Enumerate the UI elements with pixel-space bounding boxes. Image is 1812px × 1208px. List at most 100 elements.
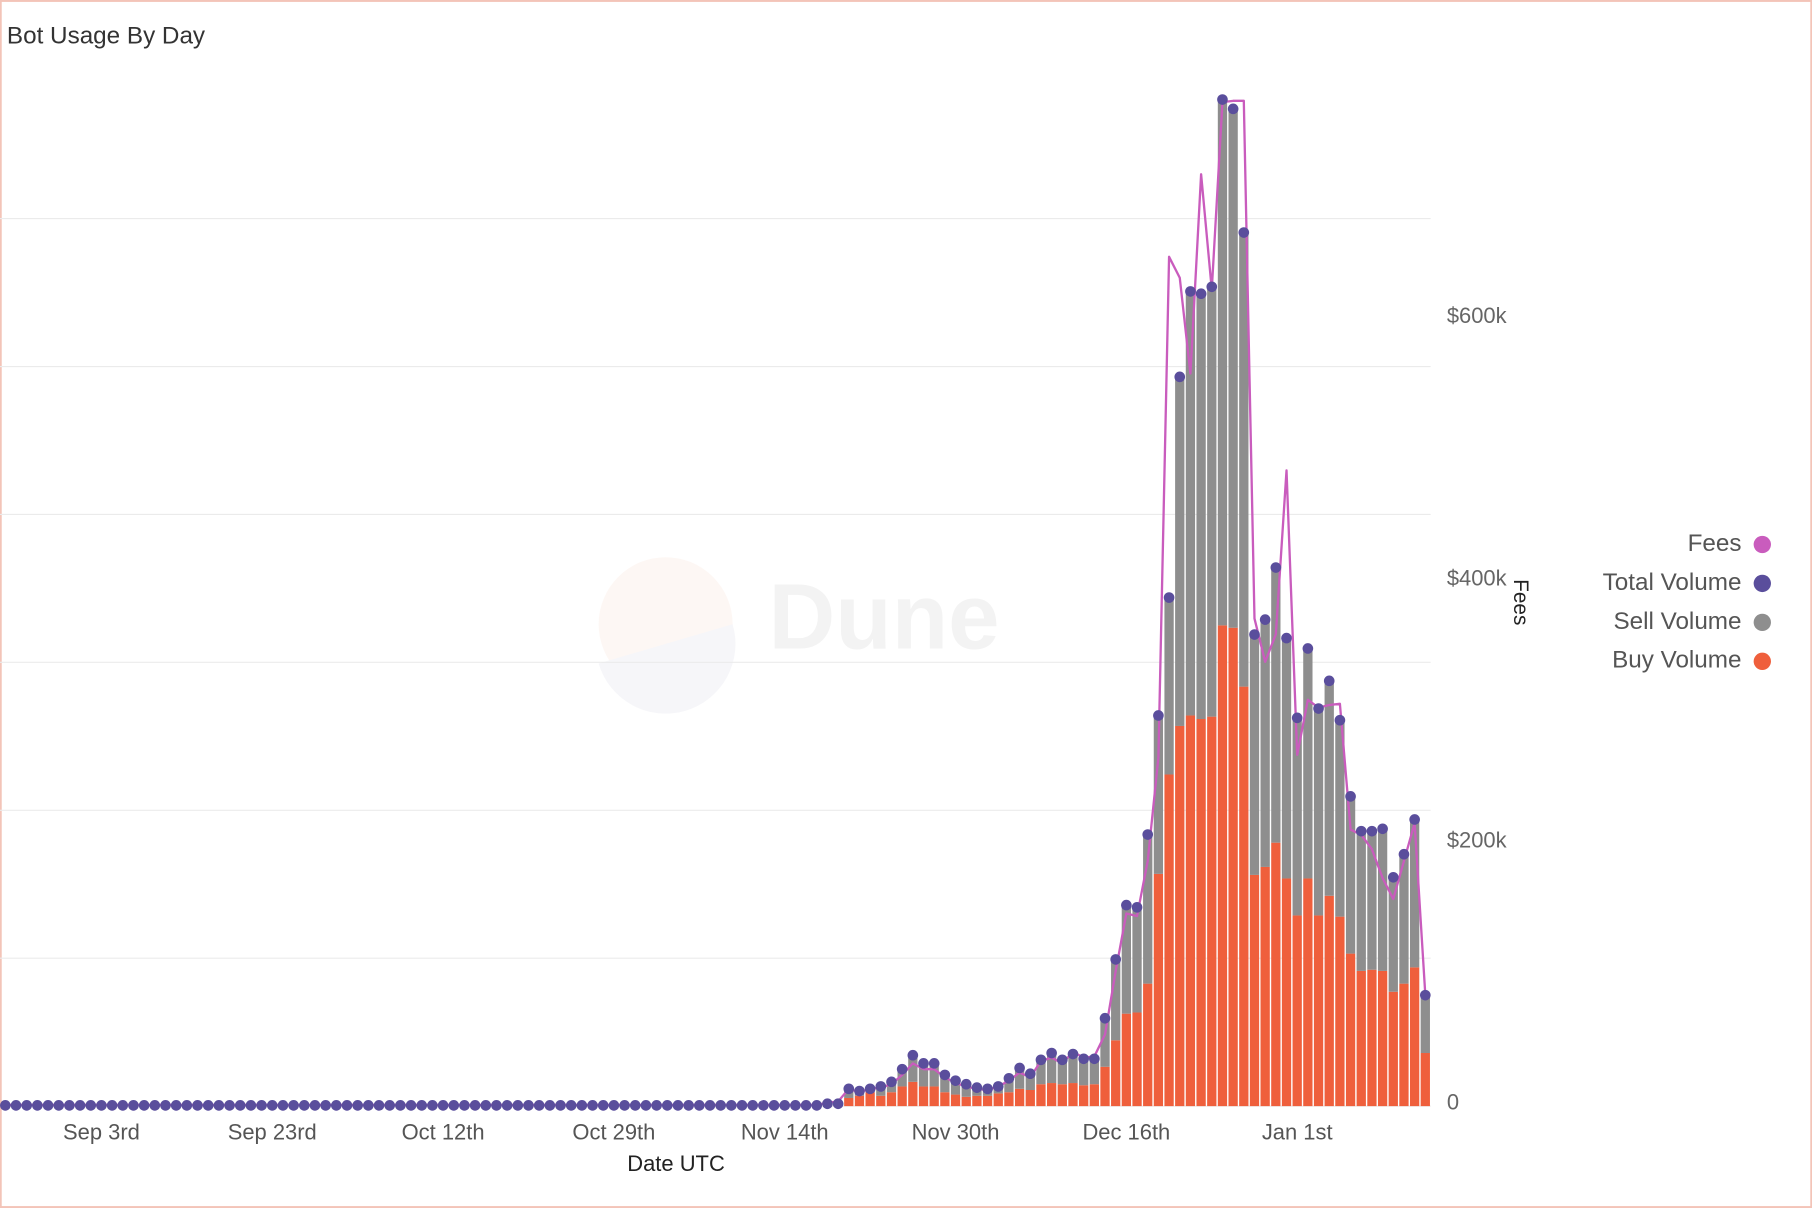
point [779,1100,791,1111]
point [1035,1054,1047,1066]
point [1249,629,1260,640]
point [256,1100,267,1111]
bar [1164,597,1174,775]
point [10,1100,22,1111]
point [427,1100,438,1111]
point [736,1100,748,1111]
point [170,1100,182,1111]
bar [1111,1040,1121,1107]
point [544,1100,556,1111]
bar [908,1081,918,1107]
point [1259,614,1271,625]
bar [1356,970,1366,1107]
point [192,1100,203,1111]
point [811,1100,823,1111]
point [1142,829,1154,840]
x-tick-label: Jan 1st [1262,1120,1333,1145]
point [501,1100,513,1111]
point [1217,94,1228,105]
point [1056,1054,1068,1066]
point [1099,1012,1111,1024]
point [1185,286,1196,297]
bar [1046,1083,1057,1107]
bar [1228,108,1238,628]
point [555,1100,566,1111]
point [1003,1072,1015,1084]
bar [1345,796,1356,954]
bar [961,1096,971,1107]
bar [929,1086,939,1107]
point [747,1100,759,1111]
y2-tick-label: $200k [1447,827,1507,852]
point [1409,814,1420,825]
bar [1004,1078,1014,1093]
bar [950,1094,961,1107]
point [608,1100,620,1111]
bar [1153,715,1164,874]
point [1387,871,1399,883]
bar [1249,874,1260,1107]
point [341,1100,353,1111]
x-tick-label: Nov 14th [741,1120,829,1145]
point [1067,1048,1079,1060]
point [437,1100,449,1111]
point [138,1100,150,1111]
legend-label: Fees [1688,530,1742,557]
bar [1089,1058,1099,1085]
legend-swatch [1753,613,1771,632]
bar [1004,1092,1014,1107]
legend-swatch [1753,535,1771,554]
point [1355,825,1367,837]
bar [1111,959,1121,1041]
point [85,1100,97,1111]
bar [886,1092,897,1107]
bar [1057,1059,1067,1085]
x-tick-label: Sep 23rd [228,1120,317,1145]
point [395,1100,406,1111]
bar [1367,969,1377,1107]
point [117,1100,129,1111]
bar [1089,1084,1099,1107]
bar [1153,873,1164,1107]
bar [972,1095,982,1107]
bar [1377,970,1388,1107]
bar [1313,708,1324,916]
x-tick-label: Nov 30th [912,1120,1000,1145]
point [1419,989,1431,1001]
point [1089,1053,1100,1065]
bar [1068,1083,1078,1107]
bar-series [0,99,1430,1106]
bar [876,1095,886,1107]
bar [1079,1085,1089,1107]
bar [1388,991,1398,1107]
bar [1185,715,1196,1107]
bar [1036,1084,1046,1107]
point [1281,632,1292,644]
bar [1281,878,1292,1107]
point [288,1100,299,1111]
x-tick-label: Oct 29th [572,1120,655,1145]
point [758,1100,769,1111]
bar [1271,567,1281,843]
point [619,1100,630,1111]
legend-swatch [1753,652,1771,670]
y2-tick-label: $600k [1447,303,1507,328]
point [886,1076,897,1088]
bar [1143,983,1153,1107]
watermark-text: Dune [768,565,999,669]
bar [1260,619,1270,867]
x-tick-label: Sep 3rd [63,1120,140,1145]
point [363,1100,374,1111]
bar [1175,725,1185,1107]
point [875,1081,887,1092]
point [822,1098,833,1110]
bar [1057,1084,1067,1107]
point [1163,592,1175,603]
point [181,1100,193,1111]
point [1334,714,1346,726]
legend-label: Total Volume [1603,569,1742,596]
point [832,1098,844,1110]
point [576,1100,588,1111]
point [277,1100,289,1111]
point [149,1100,161,1111]
